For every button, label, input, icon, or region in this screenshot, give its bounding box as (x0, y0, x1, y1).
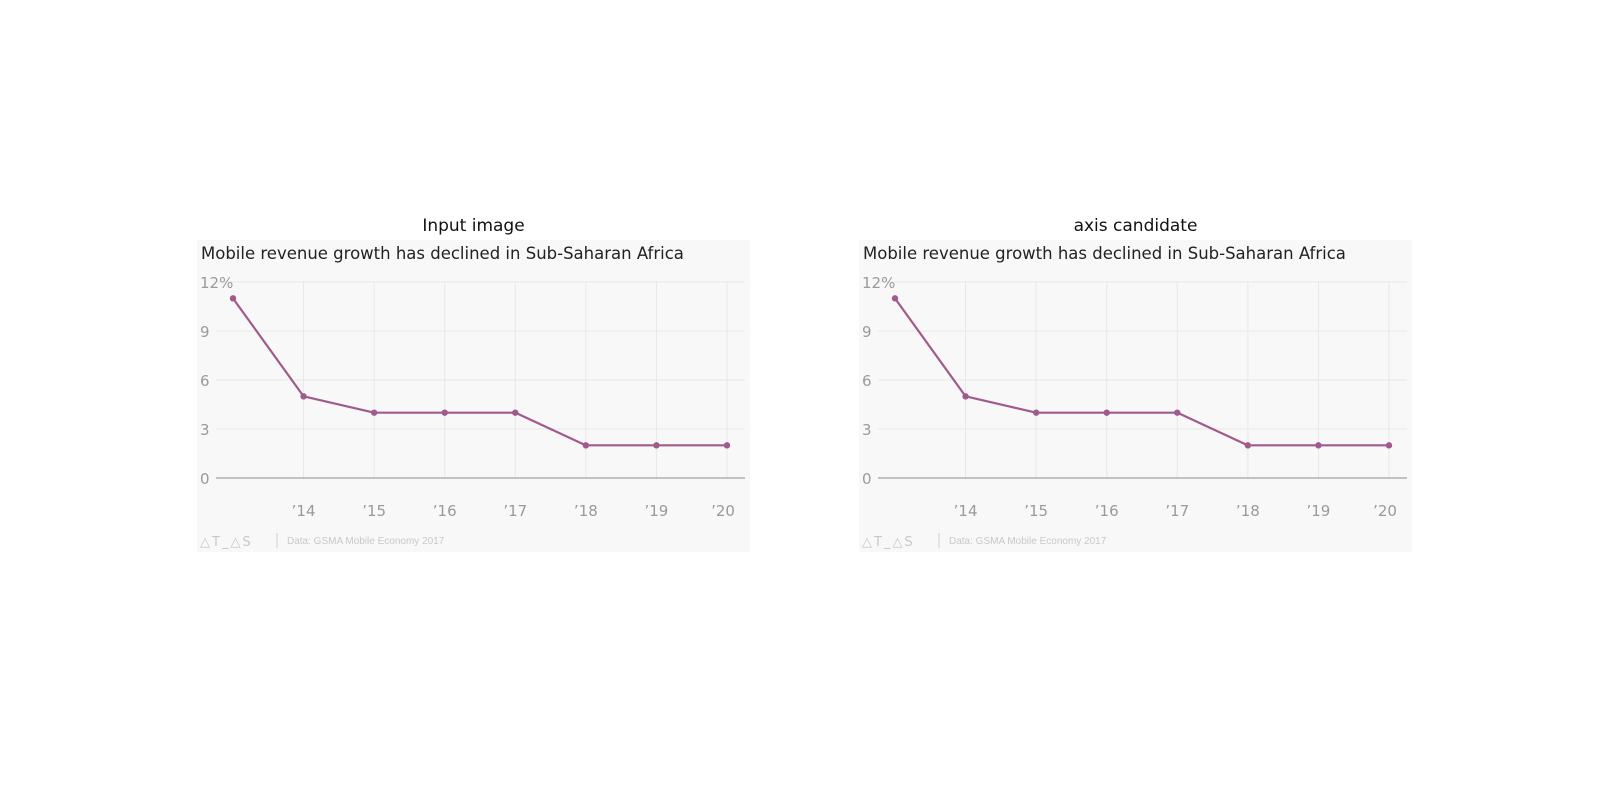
y-tick-label: 9 (862, 323, 872, 341)
data-point (962, 393, 969, 400)
data-point (653, 442, 660, 449)
panel-heading: axis candidate (1073, 216, 1198, 236)
data-point (229, 295, 237, 302)
data-point (1174, 409, 1181, 416)
data-point (1385, 442, 1393, 449)
chart-background (859, 240, 1412, 552)
data-point (582, 442, 590, 449)
x-tick-label: ’17 (503, 502, 527, 520)
atlas-logo: △T_△S (862, 535, 915, 550)
x-tick-label: ’16 (433, 502, 457, 520)
x-tick-label: ’20 (711, 502, 735, 520)
y-tick-label: 6 (200, 372, 210, 390)
x-tick-label: ’19 (1306, 502, 1330, 520)
data-point (1244, 442, 1252, 449)
data-point (300, 393, 307, 400)
chart-background (197, 240, 750, 552)
x-tick-label: ’16 (1095, 502, 1119, 520)
data-source: Data: GSMA Mobile Economy 2017 (949, 536, 1107, 547)
y-tick-label: 0 (862, 470, 872, 488)
data-point (1032, 409, 1040, 416)
line-chart: Mobile revenue growth has declined in Su… (197, 240, 750, 552)
data-point (370, 409, 378, 416)
series-line (232, 297, 727, 447)
data-point (891, 295, 899, 302)
data-source: Data: GSMA Mobile Economy 2017 (287, 536, 445, 547)
data-point (723, 442, 731, 449)
data-point (441, 409, 448, 416)
y-tick-label: 6 (862, 372, 872, 390)
line-chart: Mobile revenue growth has declined in Su… (859, 240, 1412, 552)
y-tick-label: 3 (200, 421, 210, 439)
x-tick-label: ’18 (1236, 502, 1260, 520)
panel-heading: Input image (422, 216, 525, 236)
y-tick-label: 12% (862, 274, 895, 292)
x-tick-label: ’17 (1165, 502, 1189, 520)
data-point (512, 409, 519, 416)
right-panel: axis candidate Mobile revenue growth has… (859, 214, 1412, 552)
data-point (1315, 442, 1322, 449)
x-tick-label: ’14 (292, 502, 316, 520)
x-tick-label: ’14 (954, 502, 978, 520)
y-tick-label: 12% (200, 274, 233, 292)
x-tick-label: ’20 (1373, 502, 1397, 520)
y-tick-label: 3 (862, 421, 872, 439)
left-panel: Input image Mobile revenue growth has de… (197, 214, 750, 552)
x-tick-label: ’18 (574, 502, 598, 520)
x-tick-label: ’15 (1024, 502, 1048, 520)
x-tick-label: ’19 (644, 502, 668, 520)
chart-title: Mobile revenue growth has declined in Su… (201, 244, 684, 263)
chart-title: Mobile revenue growth has declined in Su… (863, 244, 1346, 263)
y-tick-label: 0 (200, 470, 210, 488)
series-line (894, 297, 1389, 447)
y-tick-label: 9 (200, 323, 210, 341)
data-point (1103, 409, 1110, 416)
x-tick-label: ’15 (362, 502, 386, 520)
atlas-logo: △T_△S (200, 535, 253, 550)
